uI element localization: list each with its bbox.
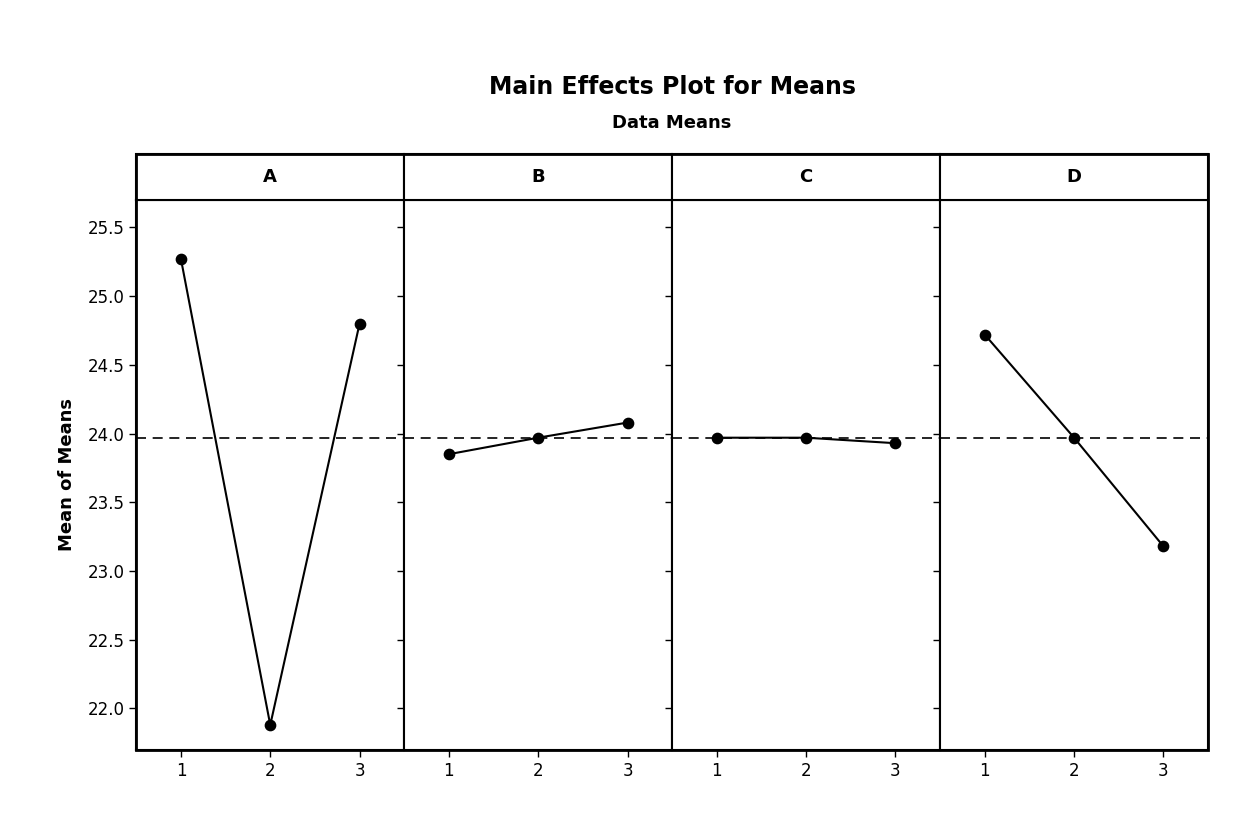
Text: B: B bbox=[532, 168, 545, 186]
Point bbox=[171, 252, 191, 266]
Text: Data Means: Data Means bbox=[612, 114, 732, 132]
Point bbox=[707, 431, 727, 444]
Text: Main Effects Plot for Means: Main Effects Plot for Means bbox=[488, 76, 856, 99]
Point bbox=[1154, 540, 1173, 553]
Point bbox=[617, 416, 637, 429]
Text: A: A bbox=[264, 168, 278, 186]
Point bbox=[886, 436, 906, 450]
Y-axis label: Mean of Means: Mean of Means bbox=[58, 398, 77, 551]
Text: C: C bbox=[799, 168, 813, 186]
Point bbox=[349, 317, 369, 331]
Text: D: D bbox=[1067, 168, 1082, 186]
Point bbox=[260, 718, 280, 731]
Point bbox=[797, 431, 817, 444]
Point bbox=[1064, 431, 1084, 444]
Point bbox=[439, 447, 458, 461]
Point bbox=[528, 431, 548, 444]
Point bbox=[975, 328, 995, 342]
